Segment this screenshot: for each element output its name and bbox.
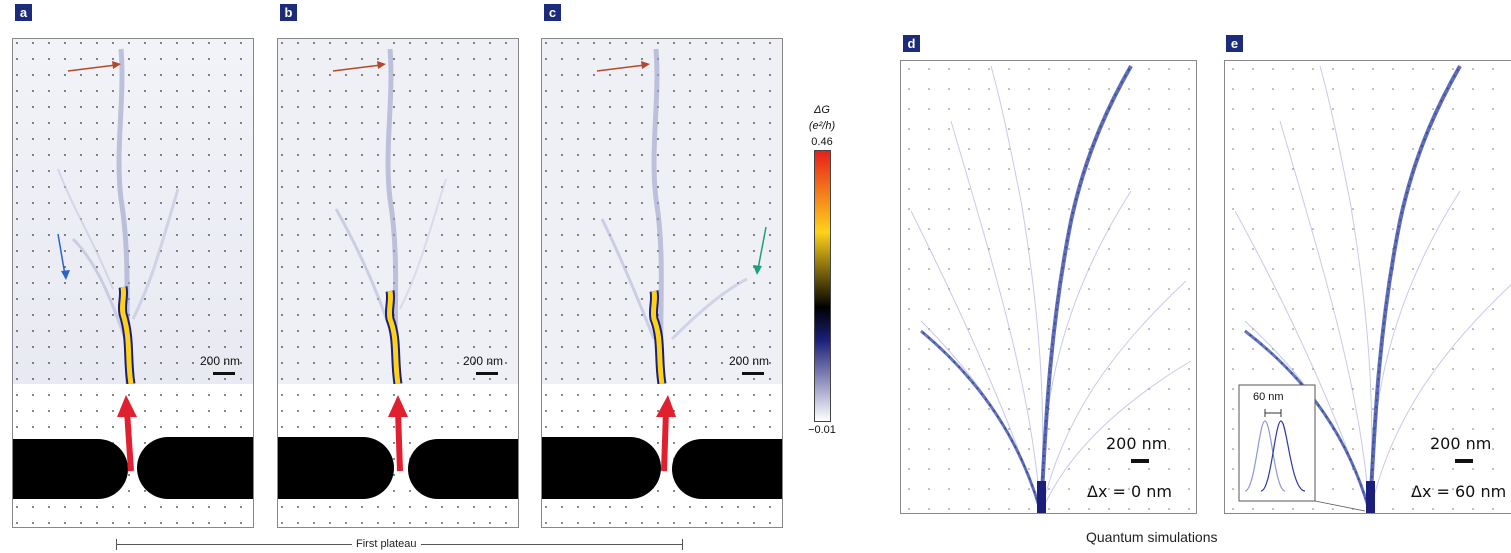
panel-d-scale-label: 200 nm — [1106, 434, 1168, 453]
colorbar-min-label: −0.01 — [808, 424, 836, 436]
panel-b-image — [278, 39, 518, 527]
panel-e-shift-label: Δx = 60 nm — [1411, 482, 1507, 501]
panel-c-scale-bar — [742, 372, 764, 375]
panel-b-scale-label: 200 nm — [463, 354, 504, 368]
plateau-bracket-left-tick — [116, 539, 117, 550]
panel-e-inset-label: 60 nm — [1253, 391, 1284, 403]
panel-letter-b: b — [280, 4, 297, 21]
panel-letter-e: e — [1226, 35, 1243, 52]
panel-letter-d: d — [903, 35, 920, 52]
panel-letter-c: c — [544, 4, 561, 21]
colorbar — [814, 150, 831, 422]
simulations-caption: Quantum simulations — [1086, 529, 1218, 545]
colorbar-max-label: 0.46 — [811, 136, 833, 148]
plateau-label: First plateau — [352, 538, 421, 550]
panel-c-scale-label: 200 nm — [729, 354, 770, 368]
panel-a-scale-label: 200 nm — [200, 354, 241, 368]
panel-letter-a: a — [15, 4, 32, 21]
panel-d-image — [901, 61, 1196, 513]
panel-e-image — [1225, 61, 1511, 513]
colorbar-unit: (e²/h) — [808, 120, 836, 132]
panel-a-frame: 200 nm — [12, 38, 254, 528]
panel-a-scale-bar — [213, 372, 235, 375]
panel-d-frame: 200 nm Δx = 0 nm — [900, 60, 1197, 514]
panel-b-scale-bar — [476, 372, 498, 375]
plateau-bracket-right-tick — [682, 539, 683, 550]
panel-e-scale-bar — [1455, 459, 1473, 463]
panel-d-shift-label: Δx = 0 nm — [1087, 482, 1172, 501]
panel-a-image — [13, 39, 253, 527]
panel-c-image — [542, 39, 782, 527]
panel-c-frame: 200 nm — [541, 38, 783, 528]
panel-b-frame: 200 nm — [277, 38, 519, 528]
colorbar-symbol: ΔG — [814, 104, 830, 116]
panel-d-scale-bar — [1131, 459, 1149, 463]
panel-e-frame: 60 nm 200 nm Δx = 60 nm — [1224, 60, 1511, 514]
panel-e-scale-label: 200 nm — [1430, 434, 1492, 453]
